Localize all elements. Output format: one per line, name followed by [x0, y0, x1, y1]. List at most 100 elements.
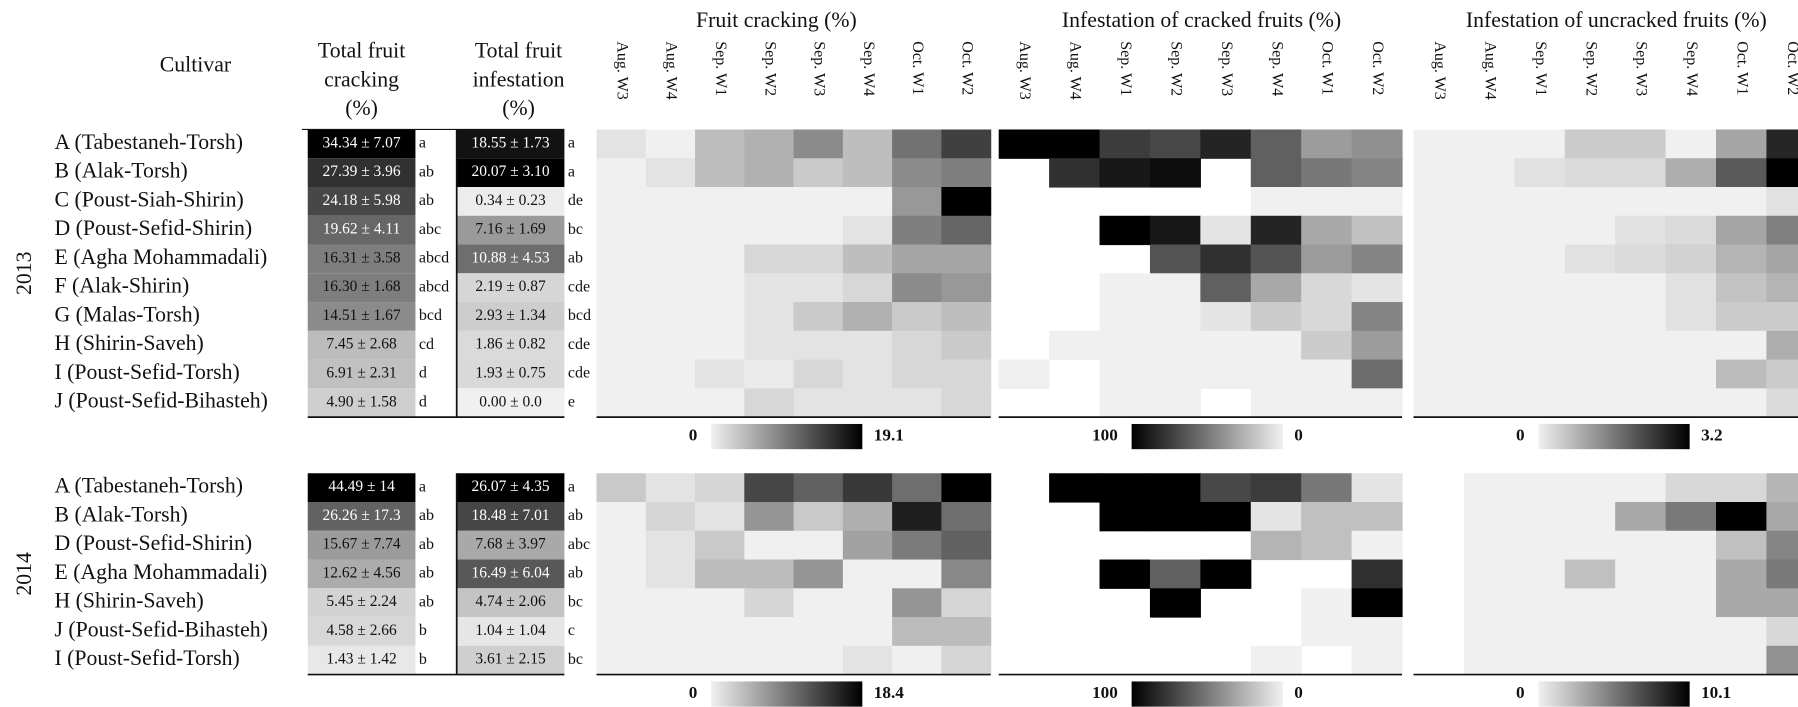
heat-cell: [596, 158, 647, 188]
heat-cell: [1099, 559, 1151, 589]
heat-cell: [793, 359, 844, 389]
heat-cell: [695, 302, 745, 332]
heat-cell: [596, 273, 647, 303]
cultivar-label: H (Shirin-Saveh): [54, 589, 203, 613]
heat-cell: [1766, 559, 1798, 589]
heat-cell: [1301, 215, 1353, 246]
colorbar-label: 0: [689, 683, 698, 702]
total-cell: [456, 617, 565, 646]
total-value: 4.90 ± 1.58: [326, 393, 397, 410]
heat-cell: [1766, 302, 1798, 332]
heat-cell: [1413, 215, 1465, 246]
heat-cell: [645, 129, 696, 159]
heat-cell: [1665, 388, 1717, 418]
heat-cell: [1250, 388, 1302, 418]
group-letter: a: [568, 135, 575, 152]
group-letter: ab: [419, 507, 434, 524]
group-letter: cd: [419, 336, 434, 353]
heat-cell: [1514, 273, 1566, 303]
heat-cell: [695, 187, 745, 217]
heat-cell: [1463, 244, 1515, 274]
cultivar-label: D (Poust-Sefid-Shirin): [54, 216, 252, 240]
cultivar-label: H (Shirin-Saveh): [54, 331, 203, 355]
group-letter: a: [419, 135, 426, 152]
total-value: 12.62 ± 4.56: [323, 564, 401, 581]
heat-cell: [1351, 244, 1403, 274]
heat-cell: [596, 473, 647, 503]
panel-title: Infestation of cracked fruits (%): [1062, 8, 1341, 32]
total-value: 14.51 ± 1.67: [323, 307, 401, 324]
heat-cell: [596, 330, 647, 361]
cultivar-label: A (Tabestaneh-Torsh): [54, 130, 243, 154]
cultivar-label: A (Tabestaneh-Torsh): [54, 474, 243, 498]
heat-cell: [695, 273, 745, 303]
heat-cell: [1200, 215, 1252, 246]
total-value: 26.07 ± 4.35: [472, 478, 550, 495]
heat-cell: [645, 244, 696, 274]
heat-cell: [1149, 588, 1201, 618]
heat-cell: [842, 502, 893, 532]
heat-cell: [1149, 302, 1201, 332]
heat-cell: [596, 244, 647, 274]
cultivar-label: I (Poust-Sefid-Torsh): [54, 360, 239, 384]
heat-cell: [1099, 502, 1151, 532]
heat-cell: [1301, 244, 1353, 274]
heat-cell: [1200, 129, 1252, 159]
heat-cell: [1766, 359, 1798, 389]
heat-cell: [842, 302, 893, 332]
heat-cell: [645, 388, 696, 418]
heat-cell: [1149, 473, 1201, 503]
heat-cell: [1200, 302, 1252, 332]
heat-cell: [1716, 158, 1767, 188]
heat-cell: [1615, 187, 1667, 217]
heat-cell: [1351, 215, 1403, 246]
heat-cell: [1463, 359, 1515, 389]
column-header: (%): [502, 96, 535, 120]
total-value: 7.45 ± 2.68: [326, 336, 397, 353]
week-label: Sep. W1: [1117, 41, 1134, 96]
heat-cell: [596, 530, 647, 561]
heat-cell: [695, 645, 745, 676]
heat-cell: [1615, 588, 1667, 618]
heat-cell: [744, 129, 795, 159]
total-cell: [307, 588, 416, 618]
column-header: Total fruit: [475, 39, 562, 63]
heat-cell: [1301, 158, 1353, 188]
colorbar-label: 100: [1092, 426, 1118, 445]
week-label: Oct. W1: [909, 41, 926, 95]
total-cell: [307, 388, 416, 418]
cultivar-label: I (Poust-Sefid-Torsh): [54, 646, 239, 670]
heat-cell: [1413, 388, 1465, 418]
heat-cell: [645, 617, 696, 647]
heat-cell: [793, 273, 844, 303]
heat-cell: [842, 588, 893, 618]
total-cell: [307, 530, 416, 560]
heat-cell: [1514, 215, 1566, 246]
heat-cell: [892, 187, 942, 217]
week-label: Sep. W4: [1683, 41, 1700, 96]
heat-cell: [1049, 330, 1101, 361]
heat-cell: [1200, 502, 1252, 532]
heat-cell: [1514, 129, 1566, 159]
week-label: Sep. W4: [860, 41, 877, 96]
heat-cell: [1665, 330, 1717, 361]
heat-cell: [793, 244, 844, 274]
cultivar-header: Cultivar: [160, 52, 232, 76]
cultivar-label: G (Malas-Torsh): [54, 302, 199, 326]
week-label: Aug. W3: [613, 41, 630, 99]
heat-cell: [1564, 559, 1616, 589]
heat-cell: [1463, 588, 1515, 618]
total-value: 34.34 ± 7.07: [323, 134, 401, 151]
heat-cell: [1250, 359, 1302, 389]
total-value: 2.93 ± 1.34: [475, 307, 546, 324]
colorbar: [1538, 423, 1690, 450]
heat-cell: [1463, 502, 1515, 532]
week-label: Aug. W4: [663, 41, 680, 99]
heat-cell: [695, 215, 745, 246]
heat-cell: [1149, 502, 1201, 532]
heat-cell: [744, 388, 795, 418]
heat-cell: [1351, 645, 1403, 676]
heat-cell: [744, 302, 795, 332]
total-cell: [307, 158, 416, 188]
